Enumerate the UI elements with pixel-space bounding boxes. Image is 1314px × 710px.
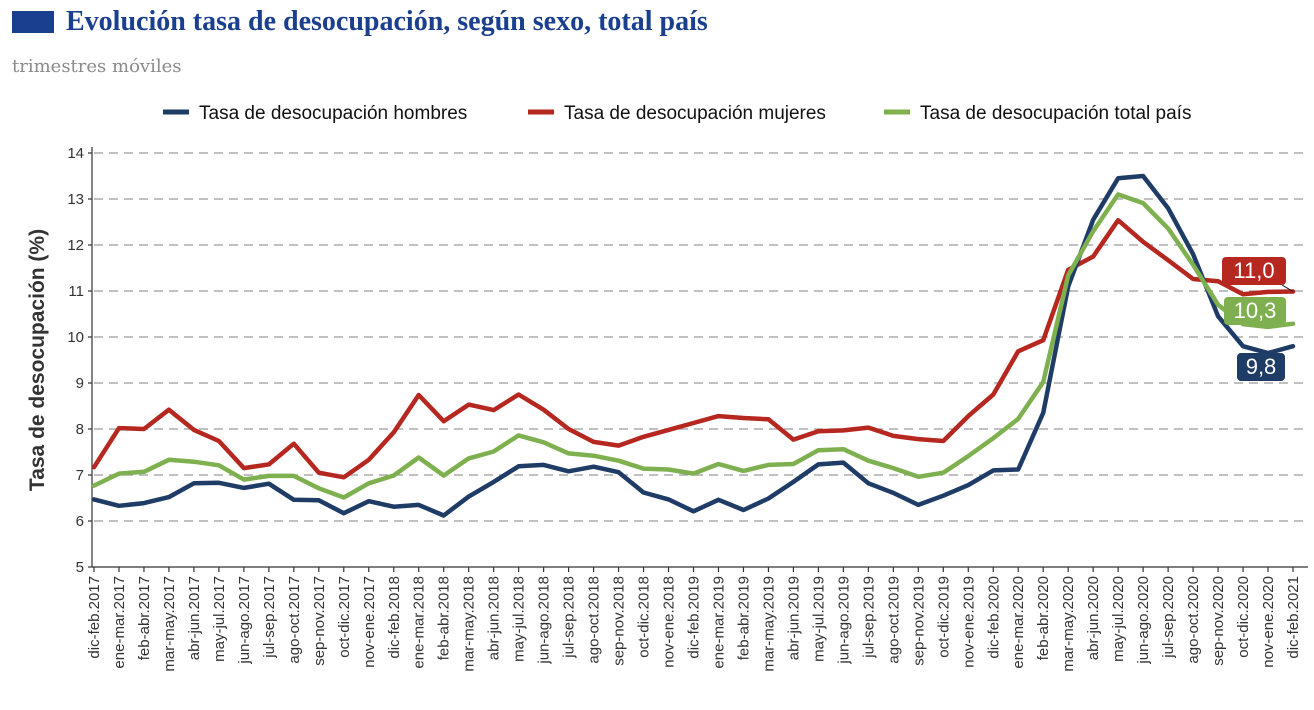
- title-row: Evolución tasa de desocupación, según se…: [12, 4, 708, 40]
- x-tick-label: nov-ene.2019: [960, 576, 977, 668]
- x-tick-label: sep-nov.2017: [311, 576, 328, 666]
- y-tick-label: 6: [76, 513, 84, 530]
- y-tick-label: 7: [76, 467, 84, 484]
- x-tick-label: dic-feb.2018: [386, 576, 403, 659]
- x-tick-label: jun-ago.2020: [1135, 576, 1152, 665]
- x-tick-label: abr-jun.2019: [785, 576, 802, 660]
- x-tick-label: jul-sep.2019: [860, 576, 877, 659]
- x-tick-label: nov-ene.2020: [1260, 576, 1277, 668]
- y-tick-label: 10: [67, 329, 84, 346]
- x-tick-label: mar-may.2017: [161, 576, 178, 672]
- x-tick-label: jun-ago.2017: [236, 576, 253, 665]
- end-label-box-0: [1237, 353, 1285, 381]
- x-tick-label: sep-nov.2018: [611, 576, 628, 666]
- legend-entry-2: Tasa de desocupación total país: [920, 103, 1191, 124]
- x-tick-label: jun-ago.2018: [536, 576, 553, 665]
- x-tick-label: ene-mar.2017: [111, 576, 128, 669]
- series-lines: [91, 173, 1296, 518]
- x-tick-label: oct-dic.2020: [1235, 576, 1252, 658]
- x-tick-label: may-jul.2019: [810, 576, 827, 662]
- chart-subtitle: trimestres móviles: [12, 56, 182, 77]
- end-label-connector: [1281, 284, 1294, 292]
- x-tick-label: nov-ene.2018: [661, 576, 678, 668]
- x-tick-label: feb-abr.2020: [1035, 576, 1052, 660]
- end-label-box-2: [1224, 297, 1286, 325]
- x-tick-label: jul-sep.2018: [561, 576, 578, 659]
- x-tick-label: nov-ene.2017: [361, 576, 378, 668]
- x-tick-label: oct-dic.2019: [935, 576, 952, 658]
- x-tick-label: abr-jun.2020: [1085, 576, 1102, 660]
- series-line-2: [91, 192, 1296, 500]
- legend-entry-0: Tasa de desocupación hombres: [199, 103, 467, 124]
- x-tick-label: ago-oct.2018: [586, 576, 603, 664]
- series-line-0: [91, 173, 1296, 518]
- legend: Tasa de desocupación hombres Tasa de deso…: [163, 103, 1191, 124]
- y-tick-label: 12: [67, 237, 84, 254]
- x-tick-label: sep-nov.2019: [910, 576, 927, 666]
- x-tick-label: ago-oct.2017: [286, 576, 303, 664]
- x-tick-label: feb-abr.2017: [136, 576, 153, 660]
- x-tick-label: ago-oct.2019: [885, 576, 902, 664]
- x-tick-label: sep-nov.2020: [1210, 576, 1227, 666]
- x-tick-label: dic-feb.2021: [1285, 576, 1302, 659]
- x-tick-label: abr-jun.2017: [186, 576, 203, 660]
- x-tick-label: ago-oct.2020: [1185, 576, 1202, 664]
- x-tick-label: dic-feb.2020: [985, 576, 1002, 659]
- y-tick-label: 13: [67, 191, 84, 208]
- x-tick-label: mar-may.2018: [461, 576, 478, 672]
- x-tick-label: jul-sep.2017: [261, 576, 278, 659]
- x-tick-label: ene-mar.2020: [1010, 576, 1027, 669]
- y-tick-label: 8: [76, 421, 84, 438]
- x-tick-label: jul-sep.2020: [1160, 576, 1177, 659]
- x-tick-label: jun-ago.2019: [835, 576, 852, 665]
- end-labels: 9,8 11,0 10,3: [1222, 257, 1294, 381]
- x-tick-label: may-jul.2017: [211, 576, 228, 662]
- end-label-box-1: [1222, 257, 1286, 285]
- x-tick-label: dic-feb.2017: [86, 576, 103, 659]
- y-tick-label: 11: [68, 283, 84, 300]
- legend-entry-1: Tasa de desocupación mujeres: [564, 103, 826, 124]
- x-tick-label: ene-mar.2018: [411, 576, 428, 669]
- y-tick-label: 9: [76, 375, 84, 392]
- end-label-1: 11,0: [1233, 258, 1274, 283]
- axes: 5 6 7 8 9 10 11 12 13 14 Tasa de desocupación (%) d…: [26, 145, 1308, 672]
- y-tick-label: 5: [76, 559, 84, 576]
- y-tick-label: 14: [67, 145, 84, 162]
- series-line-1: [91, 217, 1296, 480]
- x-tick-label: oct-dic.2018: [636, 576, 653, 658]
- x-tick-label: ene-mar.2019: [710, 576, 727, 669]
- x-tick-label: dic-feb.2019: [686, 576, 703, 659]
- x-tick-label: abr-jun.2018: [486, 576, 503, 660]
- chart-title: Evolución tasa de desocupación, según se…: [66, 6, 708, 37]
- end-label-0: 9,8: [1246, 354, 1277, 379]
- end-label-2: 10,3: [1234, 298, 1277, 323]
- x-tick-label: may-jul.2020: [1110, 576, 1127, 662]
- y-axis-label: Tasa de desocupación (%): [26, 229, 49, 491]
- x-tick-label: feb-abr.2018: [436, 576, 453, 660]
- x-tick-label: feb-abr.2019: [735, 576, 752, 660]
- x-tick-label: mar-may.2019: [760, 576, 777, 672]
- grid-lines: [94, 152, 1308, 522]
- title-square-icon: [12, 11, 54, 33]
- x-tick-label: may-jul.2018: [511, 576, 528, 662]
- x-tick-label: mar-may.2020: [1060, 576, 1077, 672]
- x-tick-label: oct-dic.2017: [336, 576, 353, 658]
